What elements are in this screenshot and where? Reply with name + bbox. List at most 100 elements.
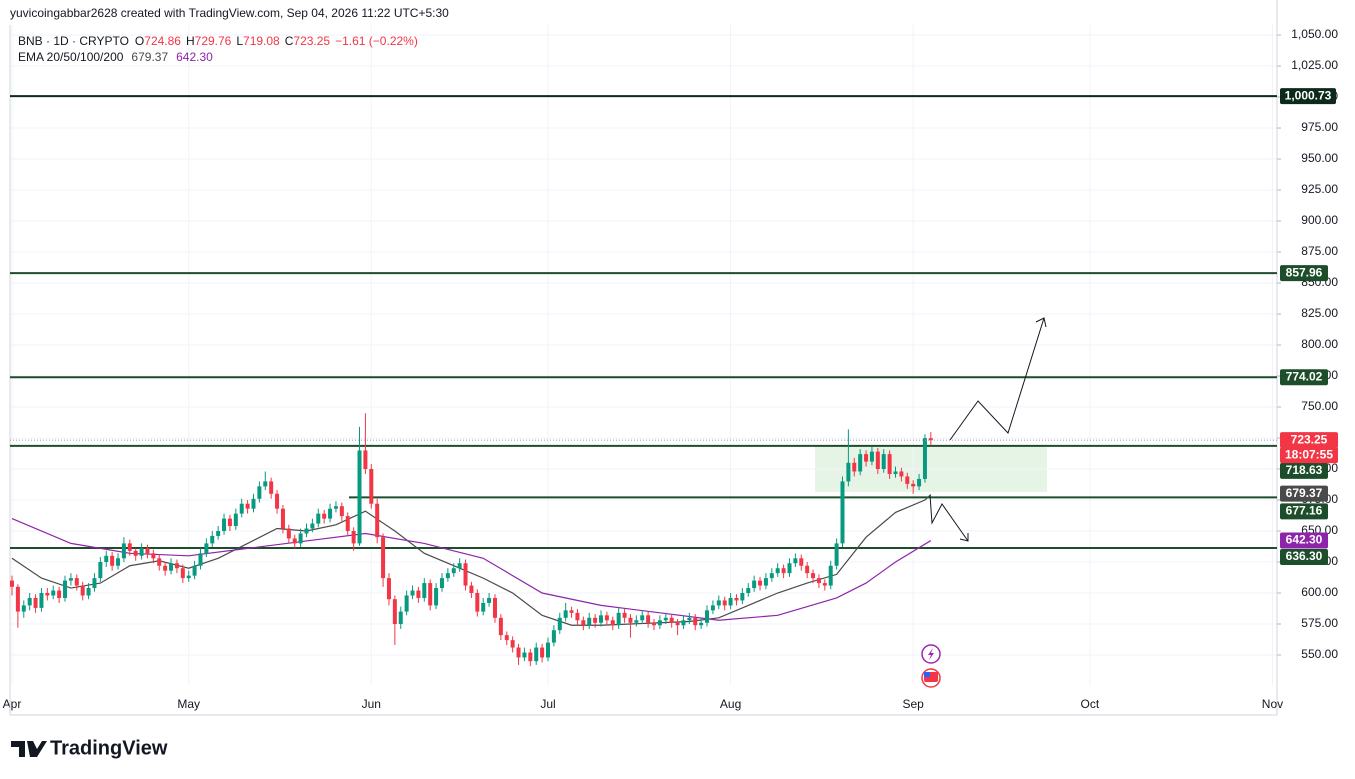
candle-body	[893, 471, 898, 474]
candle-body	[74, 578, 79, 586]
candle-body	[575, 612, 580, 621]
candle-body	[392, 599, 397, 624]
candle-body	[911, 483, 916, 487]
candle-body	[740, 592, 745, 601]
candle-body	[280, 508, 285, 529]
last-price-label: 723.25	[1291, 432, 1328, 446]
ohlc-value: 723.25	[293, 34, 330, 48]
candle-body	[634, 620, 639, 623]
candle-body	[39, 592, 44, 608]
candle-body	[487, 597, 492, 603]
candle-body	[822, 583, 827, 586]
candle-body	[57, 590, 62, 598]
candle-body	[687, 617, 692, 621]
candle-body	[869, 451, 874, 462]
candle-body	[51, 590, 56, 596]
candle-body	[428, 583, 433, 606]
level-label: 677.16	[1286, 504, 1323, 518]
candle-body	[275, 493, 280, 509]
candle-body	[328, 508, 333, 519]
candle-body	[728, 597, 733, 606]
y-tick-label: 575.00	[1301, 616, 1338, 630]
candle-body	[646, 615, 651, 623]
candle-body	[316, 513, 321, 524]
candle-body	[811, 573, 816, 579]
ema-legend: EMA 20/50/100/200 679.37 642.30	[18, 50, 213, 64]
candle-body	[516, 647, 521, 658]
candle-body	[657, 620, 662, 626]
candle-body	[581, 620, 586, 626]
candle-body	[834, 543, 839, 566]
candle-body	[157, 558, 162, 566]
candle-body	[416, 590, 421, 598]
candle-body	[840, 481, 845, 544]
level-label-box	[1280, 88, 1336, 105]
countdown: 18:07:55	[1285, 447, 1333, 461]
candle-body	[33, 597, 38, 608]
candle-body	[681, 620, 686, 626]
candle-body	[151, 553, 156, 559]
ema-axis-label-box	[1280, 532, 1328, 549]
candle-body	[787, 563, 792, 574]
candle-body	[640, 615, 645, 621]
candle-body	[92, 578, 97, 589]
symbol: BNB · 1D · CRYPTO	[18, 34, 129, 48]
y-tick-label: 800.00	[1301, 337, 1338, 351]
candle-body	[204, 543, 209, 554]
y-tick-label: 1,025.00	[1291, 58, 1338, 72]
candle-body	[68, 578, 73, 581]
ohlc-value: 724.86	[144, 34, 181, 48]
candle-body	[604, 615, 609, 621]
y-tick-label: 825.00	[1301, 306, 1338, 320]
candle-body	[710, 605, 715, 611]
candle-body	[763, 578, 768, 586]
candle-body	[569, 610, 574, 613]
candle-body	[663, 617, 668, 621]
candle-body	[198, 553, 203, 566]
candle-body	[15, 586, 20, 612]
candle-body	[551, 630, 556, 643]
level-label-box	[1280, 548, 1328, 565]
candle-body	[127, 543, 132, 551]
level-label: 857.96	[1286, 265, 1323, 279]
candle-body	[716, 600, 721, 606]
arrow-up	[949, 317, 1045, 441]
candle-body	[21, 605, 26, 612]
arrow-head	[1035, 317, 1047, 328]
annotations: BNB · 1D · CRYPTO O724.86 H729.76 L719.08 C7…	[11, 34, 1047, 759]
candle-body	[251, 498, 256, 509]
candle-body	[169, 563, 174, 571]
candle-body	[805, 565, 810, 574]
arrow-head	[959, 533, 969, 542]
x-tick-label: Apr	[3, 697, 22, 711]
candle-body	[563, 610, 568, 618]
logo	[11, 741, 47, 757]
candle-body	[292, 538, 297, 544]
candle-body	[775, 568, 780, 574]
candle-body	[616, 612, 621, 626]
candle-body	[492, 597, 497, 618]
candle-body	[752, 580, 757, 589]
candle-body	[333, 506, 338, 509]
level-label-box	[1280, 369, 1328, 386]
candle-body	[104, 555, 109, 563]
candle-body	[298, 533, 303, 544]
candle-body	[610, 620, 615, 626]
candle-body	[139, 548, 144, 556]
candle-body	[881, 454, 886, 470]
candle-body	[669, 617, 674, 623]
candle-body	[304, 528, 309, 534]
candle-body	[693, 617, 698, 626]
candle-body	[905, 476, 910, 484]
candle-body	[628, 617, 633, 623]
arrow-down	[929, 494, 969, 542]
candle-body	[98, 562, 103, 579]
candle-body	[864, 454, 869, 462]
candle-body	[227, 518, 232, 527]
flag	[924, 672, 930, 677]
candle-body	[887, 454, 892, 474]
credit: yuvicoingabbar2628 created with TradingV…	[10, 6, 449, 20]
y-tick-label: 950.00	[1301, 151, 1338, 165]
candle-body	[451, 568, 456, 574]
